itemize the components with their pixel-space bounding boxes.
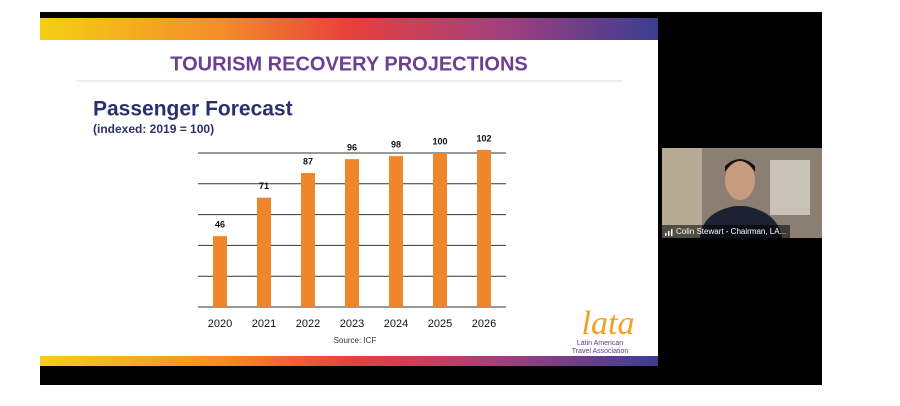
data-label: 100 (432, 136, 447, 146)
logo-caption: Latin American (577, 340, 623, 347)
video-window (770, 160, 810, 215)
name-tag (662, 225, 790, 238)
signal-icon (665, 229, 673, 236)
chart-subtitle: (indexed: 2019 = 100) (93, 122, 214, 136)
video-wall (662, 148, 702, 238)
x-tick-label: 2024 (384, 318, 408, 330)
person-head (725, 160, 755, 200)
data-label: 96 (347, 143, 357, 153)
bar (213, 236, 227, 307)
chart-title: Passenger Forecast (93, 98, 293, 121)
data-label: 46 (215, 220, 225, 230)
person-hair (725, 159, 755, 172)
data-label: 102 (476, 133, 491, 143)
bar (257, 197, 271, 307)
data-label: 98 (391, 139, 401, 149)
bar (301, 173, 315, 307)
slide-title: TOURISM RECOVERY PROJECTIONS (170, 53, 527, 75)
bar (477, 149, 491, 307)
x-tick-label: 2025 (428, 318, 452, 330)
slide-bottom-band (40, 356, 658, 366)
data-label: 87 (303, 156, 313, 166)
x-tick-label: 2023 (340, 318, 364, 330)
bar (345, 159, 359, 307)
bar (433, 153, 447, 307)
x-tick-label: 2022 (296, 318, 320, 330)
bar (389, 156, 403, 307)
x-tick-label: 2021 (252, 318, 276, 330)
logo-caption: Travel Association (572, 348, 629, 355)
logo: lata (582, 305, 635, 342)
slide-top-band (40, 18, 658, 40)
video-tile[interactable]: Colin Stewart - Chairman, LA... (662, 148, 822, 238)
participant-name: Colin Stewart - Chairman, LA... (676, 227, 786, 236)
x-tick-label: 2020 (208, 318, 232, 330)
chart-source: Source: ICF (334, 336, 377, 345)
data-label: 71 (259, 181, 269, 191)
x-tick-label: 2026 (472, 318, 496, 330)
